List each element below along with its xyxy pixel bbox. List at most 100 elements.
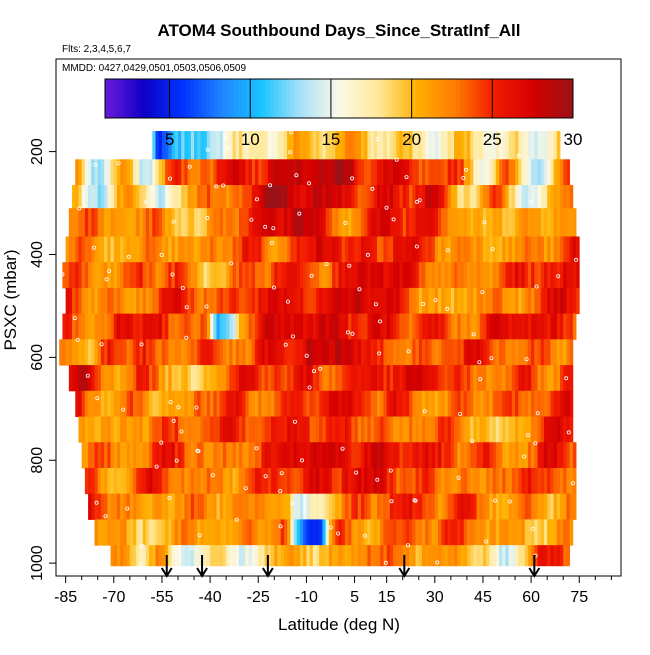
sample-marker bbox=[93, 162, 98, 167]
heatmap-cell bbox=[206, 313, 211, 340]
heatmap-cell bbox=[425, 493, 429, 520]
heatmap-cell bbox=[489, 313, 493, 340]
heatmap-cell bbox=[165, 131, 169, 160]
heatmap-cell bbox=[261, 208, 266, 237]
heatmap-cell bbox=[280, 493, 285, 520]
heatmap-cell bbox=[303, 467, 307, 495]
heatmap-cell bbox=[354, 493, 359, 520]
heatmap-cell bbox=[155, 493, 160, 520]
heatmap-cell bbox=[158, 519, 163, 546]
heatmap-cell bbox=[473, 467, 477, 495]
heatmap-cell bbox=[367, 365, 371, 392]
heatmap-cell bbox=[383, 545, 388, 567]
heatmap-cell bbox=[152, 236, 156, 263]
heatmap-cell bbox=[457, 365, 461, 392]
heatmap-cell bbox=[367, 519, 371, 546]
heatmap-cell bbox=[133, 390, 137, 418]
heatmap-cell bbox=[152, 519, 156, 546]
heatmap-cell bbox=[534, 442, 538, 469]
heatmap-cell bbox=[91, 467, 95, 495]
heatmap-cell bbox=[232, 519, 237, 546]
heatmap-cell bbox=[116, 262, 121, 289]
heatmap-cell bbox=[547, 365, 551, 392]
heatmap-cell bbox=[405, 519, 410, 546]
colorbar-step bbox=[161, 79, 166, 118]
heatmap-cell bbox=[126, 390, 131, 418]
heatmap-cell bbox=[277, 262, 282, 289]
heatmap-cell bbox=[550, 467, 554, 495]
heatmap-cell bbox=[100, 493, 105, 520]
heatmap-cell bbox=[84, 159, 89, 186]
heatmap-cell bbox=[229, 339, 233, 366]
heatmap-cell bbox=[566, 262, 571, 289]
colorbar-step bbox=[371, 79, 376, 118]
heatmap-cell bbox=[563, 416, 567, 443]
heatmap-cell bbox=[486, 493, 490, 520]
heatmap-cell bbox=[145, 416, 150, 443]
heatmap-cell bbox=[267, 442, 272, 469]
heatmap-cell bbox=[107, 519, 111, 546]
sample-marker bbox=[180, 285, 185, 290]
heatmap-cell bbox=[158, 416, 163, 443]
heatmap-cell bbox=[332, 313, 336, 340]
heatmap-cell bbox=[238, 365, 243, 392]
heatmap-cell bbox=[149, 467, 153, 495]
heatmap-cell bbox=[229, 313, 233, 340]
heatmap-cell bbox=[454, 519, 458, 546]
heatmap-cell bbox=[319, 416, 323, 443]
heatmap-cell bbox=[470, 208, 474, 237]
colorbar-step bbox=[339, 79, 344, 118]
heatmap-cell bbox=[149, 185, 153, 209]
heatmap-cell bbox=[425, 390, 429, 418]
heatmap-cell bbox=[489, 442, 493, 469]
heatmap-cell bbox=[322, 262, 327, 289]
heatmap-cell bbox=[441, 519, 445, 546]
colorbar-step bbox=[246, 79, 251, 118]
heatmap-cell bbox=[238, 493, 243, 520]
heatmap-cell bbox=[502, 442, 506, 469]
heatmap-cell bbox=[113, 493, 118, 520]
heatmap-cell bbox=[287, 262, 291, 289]
heatmap-cell bbox=[434, 545, 439, 567]
heatmap-cell bbox=[232, 467, 237, 495]
heatmap-cell bbox=[332, 236, 336, 263]
heatmap-cell bbox=[94, 236, 99, 263]
heatmap-cell bbox=[425, 416, 429, 443]
heatmap-cell bbox=[473, 493, 477, 520]
heatmap-cell bbox=[235, 339, 240, 366]
heatmap-cell bbox=[133, 159, 137, 186]
colorbar-step bbox=[205, 79, 211, 118]
heatmap-cell bbox=[553, 287, 558, 315]
heatmap-cell bbox=[264, 545, 269, 567]
heatmap-cell bbox=[197, 519, 201, 546]
heatmap-cell bbox=[377, 262, 381, 289]
heatmap-cell bbox=[360, 519, 365, 546]
colorbar-step bbox=[431, 79, 437, 118]
heatmap-cell bbox=[136, 442, 140, 469]
heatmap-cell bbox=[309, 236, 314, 263]
heatmap-cell bbox=[521, 545, 526, 567]
heatmap-cell bbox=[370, 185, 375, 209]
heatmap-cell bbox=[348, 159, 352, 186]
heatmap-cell bbox=[502, 467, 506, 495]
heatmap-cell bbox=[213, 545, 217, 567]
heatmap-cell bbox=[518, 313, 522, 340]
heatmap-cell bbox=[383, 519, 388, 546]
heatmap-cell bbox=[216, 185, 221, 209]
heatmap-cell bbox=[341, 159, 346, 186]
heatmap-cell bbox=[194, 416, 198, 443]
heatmap-cell bbox=[489, 159, 493, 186]
heatmap-cell bbox=[81, 365, 86, 392]
heatmap-cell bbox=[508, 313, 513, 340]
colorbar-step bbox=[447, 79, 453, 118]
sample-marker bbox=[414, 244, 419, 249]
heatmap-cell bbox=[479, 390, 484, 418]
heatmap-cell bbox=[248, 365, 253, 392]
heatmap-cell bbox=[383, 131, 388, 160]
heatmap-cell bbox=[396, 159, 400, 186]
heatmap-cell bbox=[405, 442, 410, 469]
sample-marker bbox=[170, 272, 175, 277]
heatmap-cell bbox=[425, 442, 429, 469]
heatmap-cell bbox=[229, 365, 233, 392]
heatmap-cell bbox=[492, 208, 497, 237]
